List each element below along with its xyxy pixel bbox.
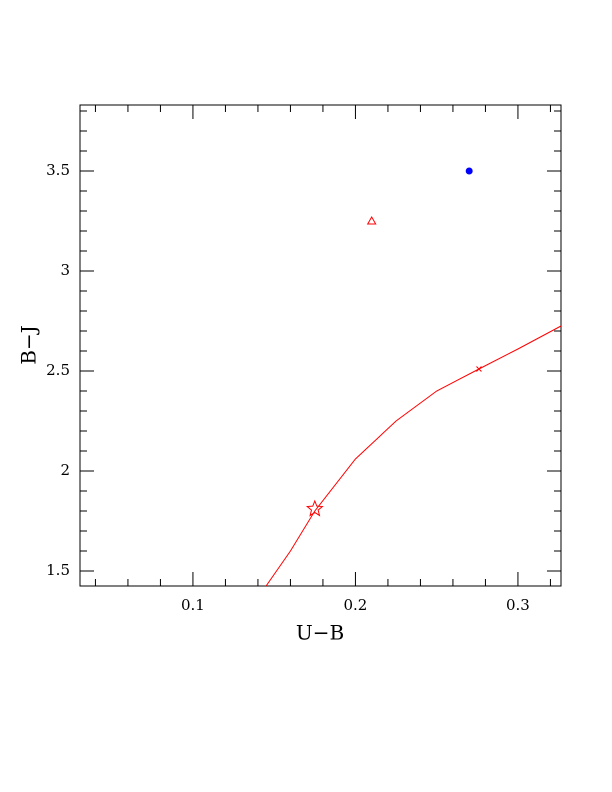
y-axis-label: B−J — [17, 325, 41, 364]
point — [465, 167, 473, 175]
x-axis-label: U−B — [296, 621, 344, 645]
point — [476, 366, 482, 372]
point — [305, 499, 324, 517]
curve — [265, 325, 561, 586]
x-tick-label: 0.1 — [181, 596, 205, 614]
y-tick-label: 2.5 — [46, 361, 70, 379]
x-tick-label: 0.3 — [506, 596, 530, 614]
y-tick-label: 2 — [60, 461, 70, 479]
y-tick-label: 1.5 — [46, 561, 70, 579]
y-tick-label: 3.5 — [46, 161, 70, 179]
y-tick-label: 3 — [60, 261, 70, 279]
x-tick-label: 0.2 — [344, 596, 368, 614]
plot-frame — [79, 104, 562, 587]
point — [366, 215, 377, 225]
